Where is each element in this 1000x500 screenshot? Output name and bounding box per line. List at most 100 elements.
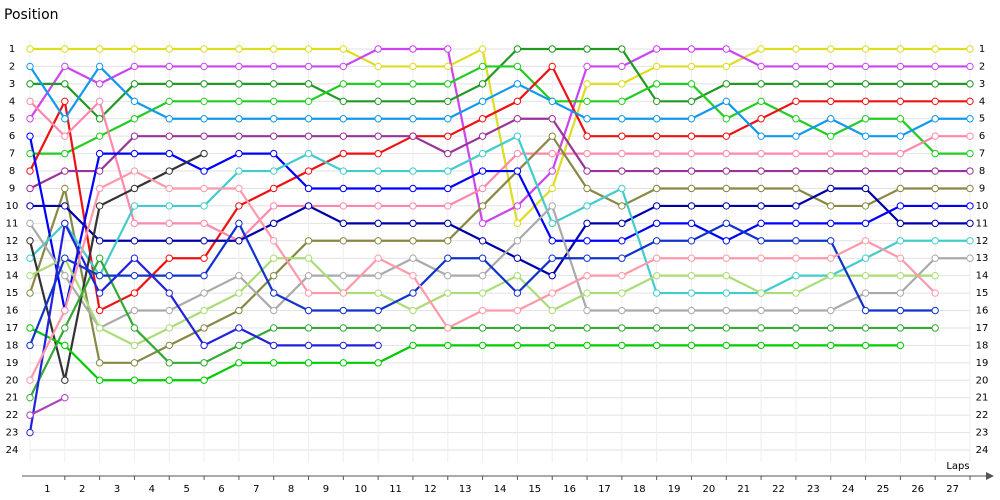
series-point (478, 80, 487, 88)
series-point (478, 202, 487, 210)
series-point (374, 202, 382, 210)
series-point (687, 80, 696, 88)
series-point (165, 115, 173, 123)
x-tick-label: 4 (149, 484, 155, 495)
series-point (95, 324, 104, 332)
series-point (827, 115, 835, 123)
y-tick-label: 13 (6, 253, 19, 264)
series-line (29, 203, 970, 330)
series-point (618, 115, 626, 123)
x-tick-label: 26 (911, 484, 924, 495)
series-point (339, 341, 348, 350)
series-point (931, 289, 939, 297)
series-point (478, 271, 487, 280)
series-point (792, 149, 800, 158)
series-point (757, 289, 765, 297)
series-point (722, 237, 730, 245)
x-tick-label: 21 (737, 484, 750, 495)
series-point (722, 115, 730, 123)
series-point (61, 132, 69, 140)
y-tick-label: 14 (6, 271, 19, 282)
series-point (95, 271, 104, 280)
series-point (478, 254, 487, 262)
series-point (165, 219, 173, 228)
series-point (130, 149, 139, 158)
series-point (374, 271, 382, 280)
series-point (339, 115, 348, 123)
series-point (478, 97, 487, 106)
series-point (722, 289, 730, 297)
series-point (513, 80, 522, 88)
series-point (792, 202, 800, 210)
series-point (548, 132, 556, 140)
y-tick-label: 24 (6, 445, 19, 456)
y-tick-label: 19 (6, 358, 19, 369)
series-point (652, 237, 661, 245)
series-point (792, 324, 800, 332)
series-point (200, 271, 208, 280)
series-point (304, 237, 313, 245)
series-point (270, 219, 278, 228)
series-point (652, 306, 661, 315)
series-point (792, 184, 800, 193)
series-point (931, 254, 939, 262)
series-point (130, 237, 139, 245)
series-point (757, 97, 765, 106)
series-point (861, 237, 870, 245)
series-point (548, 271, 556, 280)
series-point (304, 62, 313, 71)
series-point (966, 115, 974, 123)
series-point (966, 219, 974, 228)
series-point (339, 219, 348, 228)
series-point (757, 132, 765, 140)
series-point (478, 62, 487, 71)
series-point (165, 359, 173, 367)
y-tick-label-right: 17 (976, 323, 989, 334)
series-point (409, 271, 417, 280)
series-point (409, 115, 417, 123)
series-point (618, 324, 626, 332)
series-point (513, 115, 522, 123)
x-tick-label: 11 (389, 484, 402, 495)
series-point (722, 271, 730, 280)
series-point (792, 132, 800, 140)
series-point (792, 219, 800, 228)
series-point (896, 237, 905, 245)
series-point (270, 306, 278, 315)
series-point (861, 149, 870, 158)
y-tick-label-right: 22 (976, 410, 989, 421)
series-line (29, 64, 970, 313)
series-point (548, 324, 556, 332)
series-point (165, 184, 173, 193)
series-point (95, 97, 104, 106)
series-point (270, 254, 278, 262)
series-point (26, 324, 34, 332)
x-tick-label: 19 (668, 484, 681, 495)
series-point (95, 254, 104, 262)
series-point (235, 289, 243, 297)
series-point (722, 219, 730, 228)
series-point (374, 359, 382, 367)
series-point (374, 45, 382, 53)
series-point (130, 184, 139, 193)
series-point (757, 341, 765, 350)
chart-title: Position (4, 7, 59, 23)
x-tick-label: 22 (772, 484, 785, 495)
series-point (931, 324, 939, 332)
series-point (165, 341, 173, 350)
series-point (200, 359, 208, 367)
series-point (339, 132, 348, 140)
series-point (200, 306, 208, 315)
series-point (792, 341, 800, 350)
series-point (374, 97, 382, 106)
series-point (95, 62, 104, 71)
series-point (687, 202, 696, 210)
x-tick-label: 24 (842, 484, 855, 495)
series-point (896, 62, 905, 71)
series-point (61, 306, 69, 315)
x-tick-label: 16 (563, 484, 576, 495)
series-point (583, 237, 591, 245)
series-point (757, 167, 765, 175)
series-point (304, 324, 313, 332)
series-point (26, 184, 34, 193)
